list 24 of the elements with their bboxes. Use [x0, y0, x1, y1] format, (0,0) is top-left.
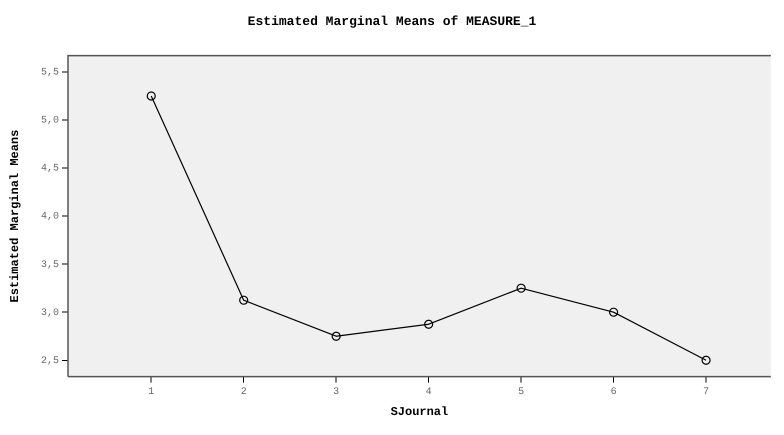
x-tick-label: 7: [703, 387, 710, 398]
y-tick-label: 2,5: [40, 356, 59, 367]
point: [239, 296, 248, 305]
x-tick-label: 3: [333, 387, 340, 398]
point: [332, 332, 341, 341]
x-tick-label: 4: [426, 387, 432, 398]
point: [516, 284, 526, 293]
point: [608, 308, 618, 317]
point: [424, 320, 434, 329]
x-tick-label: 6: [610, 387, 617, 398]
x-tick-label: 5: [518, 387, 524, 398]
y-tick-label: 3,5: [40, 260, 59, 271]
chart-title: Estimated Marginal Means of MEASURE_1: [248, 14, 537, 30]
y-tick-label: 4,5: [40, 164, 59, 175]
x-axis-title: SJournal: [390, 404, 448, 419]
y-tick-label: 3,0: [40, 308, 59, 319]
x-tick-label: 1: [148, 387, 154, 398]
y-tick-label: 4,0: [40, 212, 59, 223]
point: [146, 91, 156, 101]
x-tick-label: 2: [240, 387, 247, 398]
y-axis-title: Estimated Marginal Means: [8, 130, 22, 303]
y-tick-label: 5,0: [40, 116, 59, 127]
y-tick-label: 5,5: [40, 68, 59, 79]
point: [701, 356, 711, 365]
